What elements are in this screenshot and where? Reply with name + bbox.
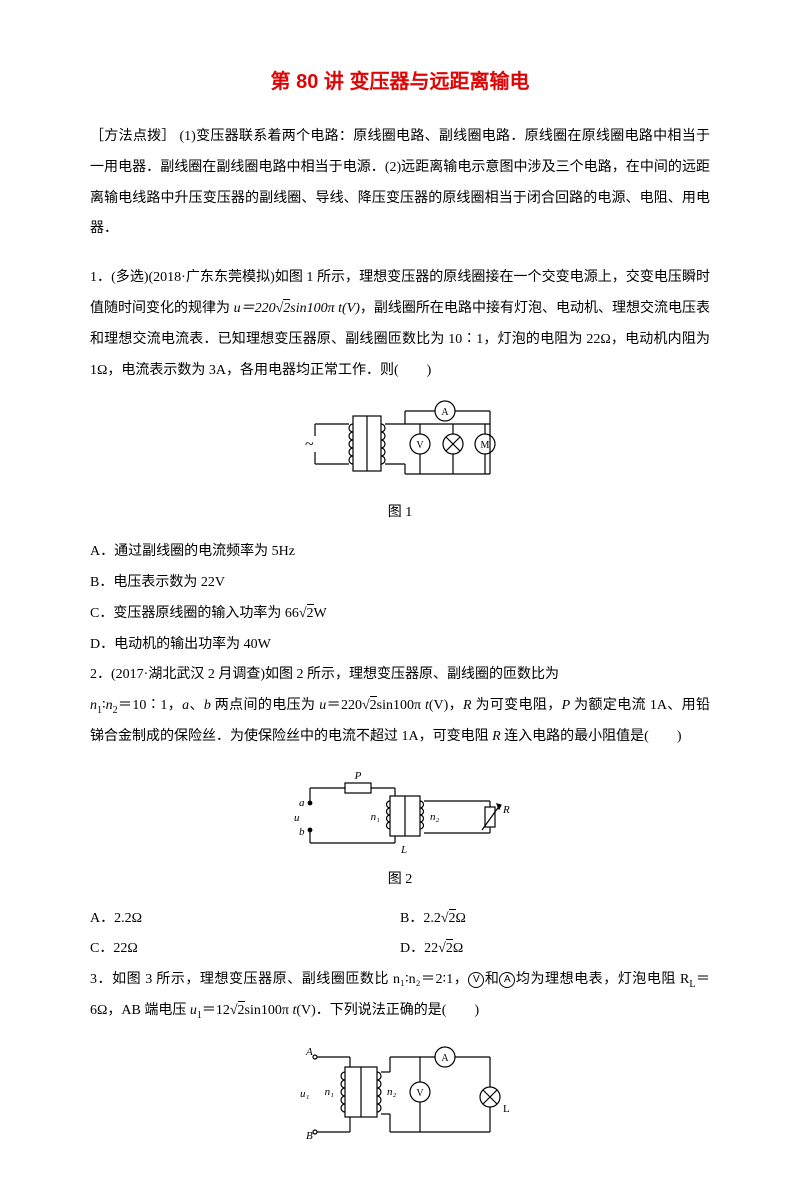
svg-text:P: P — [354, 770, 362, 782]
svg-text:n₁: n₁ — [325, 1086, 335, 1098]
q2-optA: A．2.2Ω — [90, 904, 400, 935]
svg-text:~: ~ — [305, 436, 314, 453]
q1-optD: D．电动机的输出功率为 40W — [90, 630, 710, 661]
q2-stem-line2: n1∶n2＝10∶1，a、b 两点间的电压为 u＝220√2sin100π t(… — [90, 691, 710, 753]
q2-optC: C．22Ω — [90, 934, 400, 965]
svg-text:u: u — [294, 812, 300, 824]
svg-text:M: M — [481, 440, 490, 451]
svg-text:L: L — [400, 844, 407, 856]
q2-optD-b: Ω — [453, 941, 463, 956]
voltmeter-icon: V — [468, 972, 484, 988]
q3-stem: 3．如图 3 所示，理想变压器原、副线圈匝数比 n₁∶n₂＝2∶1，V和A均为理… — [90, 965, 710, 1027]
svg-text:n₂: n₂ — [430, 811, 440, 823]
q1-optA: A．通过副线圈的电流频率为 5Hz — [90, 537, 710, 568]
q2-optD-a: D．22 — [400, 941, 438, 956]
svg-text:A: A — [305, 1046, 313, 1058]
q2-figure: P a u b n₁ n₂ L — [90, 763, 710, 863]
q2-optD: D．22√2Ω — [400, 934, 710, 965]
q1-optB: B．电压表示数为 22V — [90, 568, 710, 599]
q2-stem-line1: 2．(2017·湖北武汉 2 月调查)如图 2 所示，理想变压器原、副线圈的匝数… — [90, 660, 710, 691]
svg-text:A: A — [441, 1053, 449, 1064]
q3-stem-b: 和 — [484, 972, 499, 987]
ammeter-icon: A — [499, 972, 515, 988]
page-title: 第 80 讲 变压器与远距离输电 — [90, 60, 710, 104]
svg-text:V: V — [416, 1088, 424, 1099]
method-tip: ［方法点拨］ (1)变压器联系着两个电路：原线圈电路、副线圈电路．原线圈在原线圈… — [90, 122, 710, 245]
q2-optB: B．2.2√2Ω — [400, 904, 710, 935]
q1-formula: u＝220√2sin100π t(V) — [234, 299, 360, 316]
q1-figure: ~ A V — [90, 396, 710, 496]
q1-stem: 1．(多选)(2018·广东东莞模拟)如图 1 所示，理想变压器的原线圈接在一个… — [90, 263, 710, 386]
svg-text:V: V — [416, 440, 424, 451]
q2-optB-b: Ω — [456, 911, 466, 926]
svg-text:u₁: u₁ — [300, 1088, 310, 1100]
svg-text:A: A — [441, 407, 449, 418]
q1-optC-a: C．变压器原线圈的输入功率为 66 — [90, 606, 299, 621]
q3-stem-d: ．下列说法正确的是( ) — [316, 1003, 479, 1018]
q3-stem-a: 3．如图 3 所示，理想变压器原、副线圈匝数比 n₁∶n₂＝2∶1， — [90, 972, 468, 987]
q2-options: A．2.2Ω B．2.2√2Ω C．22Ω D．22√2Ω — [90, 904, 710, 966]
q2-fig-label: 图 2 — [90, 865, 710, 896]
q1-optC: C．变压器原线圈的输入功率为 66√2W — [90, 599, 710, 630]
svg-text:n₂: n₂ — [387, 1086, 397, 1098]
svg-text:R: R — [502, 804, 510, 816]
q1-optC-b: W — [314, 606, 327, 621]
q3-figure: A B u₁ n₁ n₂ — [90, 1037, 710, 1147]
svg-text:b: b — [299, 826, 305, 838]
q1-fig-label: 图 1 — [90, 498, 710, 529]
q3-stem-c-a: 均为理想电表，灯泡电阻 R — [515, 972, 689, 987]
svg-text:n₁: n₁ — [371, 811, 381, 823]
svg-text:L: L — [503, 1103, 510, 1115]
svg-text:a: a — [299, 797, 305, 809]
q2-optB-a: B．2.2 — [400, 911, 441, 926]
